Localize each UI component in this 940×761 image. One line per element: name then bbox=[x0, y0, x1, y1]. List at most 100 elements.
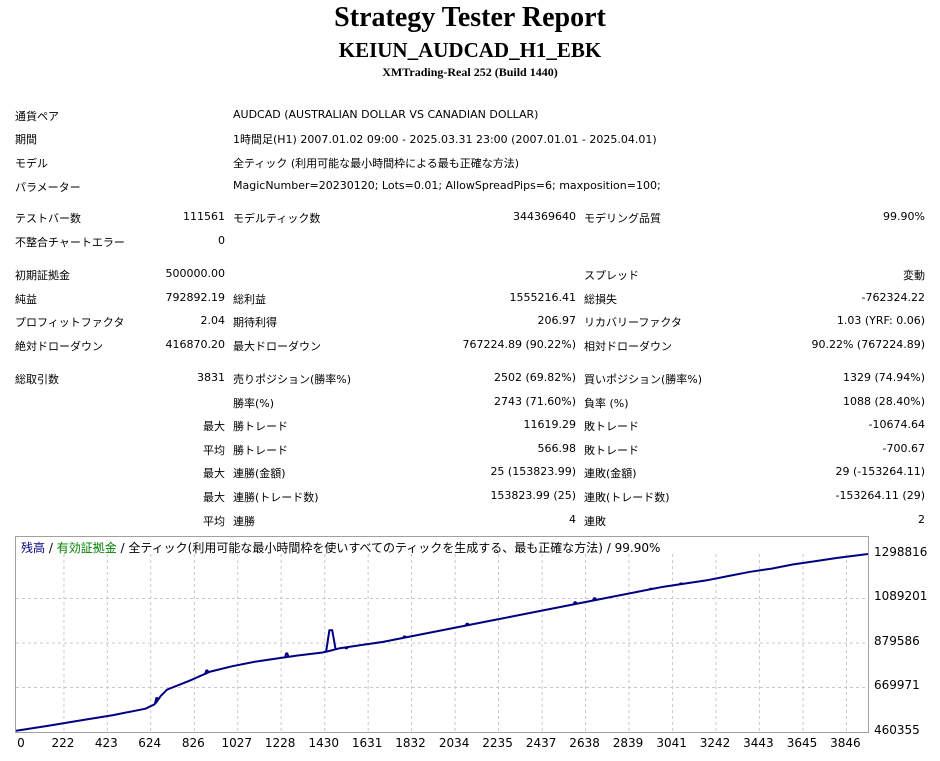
expected-payoff-value: 206.97 bbox=[537, 314, 577, 327]
long-positions-label: 買いポジション(勝率%) bbox=[584, 373, 703, 386]
win-rate-value: 2743 (71.60%) bbox=[493, 395, 576, 408]
average-win-value: 566.98 bbox=[537, 442, 577, 455]
period-label: 期間 bbox=[15, 133, 37, 146]
max-consecutive-prefix: 最大 bbox=[203, 467, 225, 480]
x-tick-label: 423 bbox=[94, 736, 118, 750]
equity-spike bbox=[284, 652, 290, 658]
max-consecutive-profit-value: 153823.99 (25) bbox=[490, 489, 576, 502]
x-tick-label: 3846 bbox=[830, 736, 861, 750]
net-profit-row: 純益 792892.19 総利益 1555216.41 総損失 -762324.… bbox=[0, 287, 940, 309]
average-consecutive-losses-label: 連敗 bbox=[584, 515, 606, 528]
y-tick-label: 460355 bbox=[874, 723, 920, 737]
x-tick-label: 222 bbox=[51, 736, 75, 750]
parameters-value: MagicNumber=20230120; Lots=0.01; AllowSp… bbox=[233, 179, 661, 192]
deposit-value: 500000.00 bbox=[165, 267, 226, 280]
long-positions-value: 1329 (74.94%) bbox=[842, 371, 925, 384]
symbol-value: AUDCAD (AUSTRALIAN DOLLAR VS CANADIAN DO… bbox=[233, 108, 539, 121]
win-rate-row: 勝率(%) 2743 (71.60%) 負率 (%) 1088 (28.40%) bbox=[0, 391, 940, 413]
absolute-drawdown-value: 416870.20 bbox=[165, 338, 226, 351]
gross-loss-label: 総損失 bbox=[584, 293, 617, 306]
x-tick-label: 3041 bbox=[656, 736, 687, 750]
equity-spike bbox=[572, 601, 578, 605]
net-profit-value: 792892.19 bbox=[165, 291, 226, 304]
model-row: モデル 全ティック (利用可能な最小時間枠による最も正確な方法) bbox=[0, 151, 940, 173]
symbol-row: 通貨ペア AUDCAD (AUSTRALIAN DOLLAR VS CANADI… bbox=[0, 104, 940, 126]
average-consecutive-prefix: 平均 bbox=[203, 515, 225, 528]
gross-loss-value: -762324.22 bbox=[861, 291, 925, 304]
average-loss-label: 敗トレード bbox=[584, 444, 639, 457]
x-tick-label: 1228 bbox=[264, 736, 296, 750]
max-consecutive-amount-row: 最大 連勝(金額) 25 (153823.99) 連敗(金額) 29 (-153… bbox=[0, 461, 940, 483]
total-trades-label: 総取引数 bbox=[15, 373, 59, 386]
x-tick-label: 2437 bbox=[525, 736, 557, 750]
average-consecutive-losses-value: 2 bbox=[918, 513, 925, 526]
spread-value: 変動 bbox=[903, 269, 925, 282]
x-tick-label: 2034 bbox=[438, 736, 470, 750]
gross-profit-value: 1555216.41 bbox=[509, 291, 576, 304]
x-tick-label: 0 bbox=[17, 736, 25, 750]
equity-spike bbox=[344, 646, 349, 650]
gross-profit-label: 総利益 bbox=[233, 293, 266, 306]
equity-spike bbox=[204, 669, 210, 675]
legend-separator: / bbox=[45, 541, 57, 555]
maximal-drawdown-value: 767224.89 (90.22%) bbox=[462, 338, 576, 351]
drawdown-row: 絶対ドローダウン 416870.20 最大ドローダウン 767224.89 (9… bbox=[0, 334, 940, 356]
average-consecutive-wins-label: 連勝 bbox=[233, 515, 255, 528]
equity-spike bbox=[592, 597, 598, 602]
x-tick-label: 826 bbox=[181, 736, 205, 750]
loss-rate-value: 1088 (28.40%) bbox=[842, 395, 925, 408]
period-value: 1時間足(H1) 2007.01.02 09:00 - 2025.03.31 2… bbox=[233, 133, 657, 146]
relative-drawdown-value: 90.22% (767224.89) bbox=[811, 338, 925, 351]
profit-factor-value: 2.04 bbox=[200, 314, 226, 327]
expected-payoff-label: 期待利得 bbox=[233, 316, 277, 329]
bars-value: 111561 bbox=[183, 210, 225, 223]
win-rate-label: 勝率(%) bbox=[233, 397, 275, 410]
x-tick-label: 2638 bbox=[569, 736, 600, 750]
average-consecutive-row: 平均 連勝 4 連敗 2 bbox=[0, 509, 940, 531]
equity-spike bbox=[464, 622, 470, 627]
average-trade-row: 平均 勝トレード 566.98 敗トレード -700.67 bbox=[0, 438, 940, 460]
y-tick-label: 1089201 bbox=[874, 589, 928, 604]
absolute-drawdown-label: 絶対ドローダウン bbox=[15, 340, 103, 353]
parameters-row: パラメーター MagicNumber=20230120; Lots=0.01; … bbox=[0, 175, 940, 197]
max-consecutive-profit-label: 連勝(トレード数) bbox=[233, 491, 319, 504]
average-prefix: 平均 bbox=[203, 444, 225, 457]
deposit-row: 初期証拠金 500000.00 スプレッド 変動 bbox=[0, 263, 940, 285]
largest-trade-row: 最大 勝トレード 11619.29 敗トレード -10674.64 bbox=[0, 414, 940, 436]
x-tick-label: 2235 bbox=[482, 736, 513, 750]
model-value: 全ティック (利用可能な最小時間枠による最も正確な方法) bbox=[233, 157, 520, 170]
server-info: XMTrading-Real 252 (Build 1440) bbox=[382, 65, 558, 79]
short-positions-label: 売りポジション(勝率%) bbox=[233, 373, 352, 386]
chart-legend: 残高 / 有効証拠金 / 全ティック(利用可能な最小時間枠を使いすべてのティック… bbox=[21, 539, 660, 556]
x-tick-label: 624 bbox=[138, 736, 162, 750]
largest-prefix: 最大 bbox=[203, 420, 225, 433]
equity-spike bbox=[325, 629, 337, 652]
x-tick-label: 1631 bbox=[351, 736, 383, 750]
equity-spike bbox=[154, 697, 160, 704]
legend-separator: / bbox=[116, 541, 129, 555]
max-consecutive-losses-label: 連敗(金額) bbox=[584, 467, 637, 480]
x-tick-label: 1027 bbox=[221, 736, 253, 750]
max-consecutive-loss-label: 連敗(トレード数) bbox=[584, 491, 670, 504]
report-subtitle: KEIUN_AUDCAD_H1_EBK bbox=[338, 38, 602, 62]
profit-factor-label: プロフィットファクタ bbox=[15, 316, 125, 329]
ticks-value: 344369640 bbox=[513, 210, 576, 223]
largest-loss-label: 敗トレード bbox=[584, 420, 639, 433]
maximal-drawdown-label: 最大ドローダウン bbox=[233, 340, 321, 353]
net-profit-label: 純益 bbox=[15, 293, 37, 306]
max-consecutive-count-row: 最大 連勝(トレード数) 153823.99 (25) 連敗(トレード数) -1… bbox=[0, 485, 940, 507]
bars-row: テストバー数 111561 モデルティック数 344369640 モデリング品質… bbox=[0, 206, 940, 228]
recovery-factor-value: 1.03 (YRF: 0.06) bbox=[836, 314, 925, 327]
max-consecutive-wins-value: 25 (153823.99) bbox=[490, 465, 576, 478]
legend-balance: 残高 bbox=[21, 541, 46, 555]
model-label: モデル bbox=[15, 157, 48, 170]
equity-spike bbox=[678, 582, 684, 586]
legend-equity: 有効証拠金 bbox=[56, 541, 117, 555]
equity-spike bbox=[402, 635, 407, 639]
x-tick-label: 3443 bbox=[743, 736, 774, 750]
quality-value: 99.90% bbox=[883, 210, 925, 223]
errors-value: 0 bbox=[218, 234, 225, 247]
x-tick-label: 2839 bbox=[612, 736, 644, 750]
max-consecutive-count-prefix: 最大 bbox=[203, 491, 225, 504]
ticks-label: モデルティック数 bbox=[233, 212, 321, 225]
